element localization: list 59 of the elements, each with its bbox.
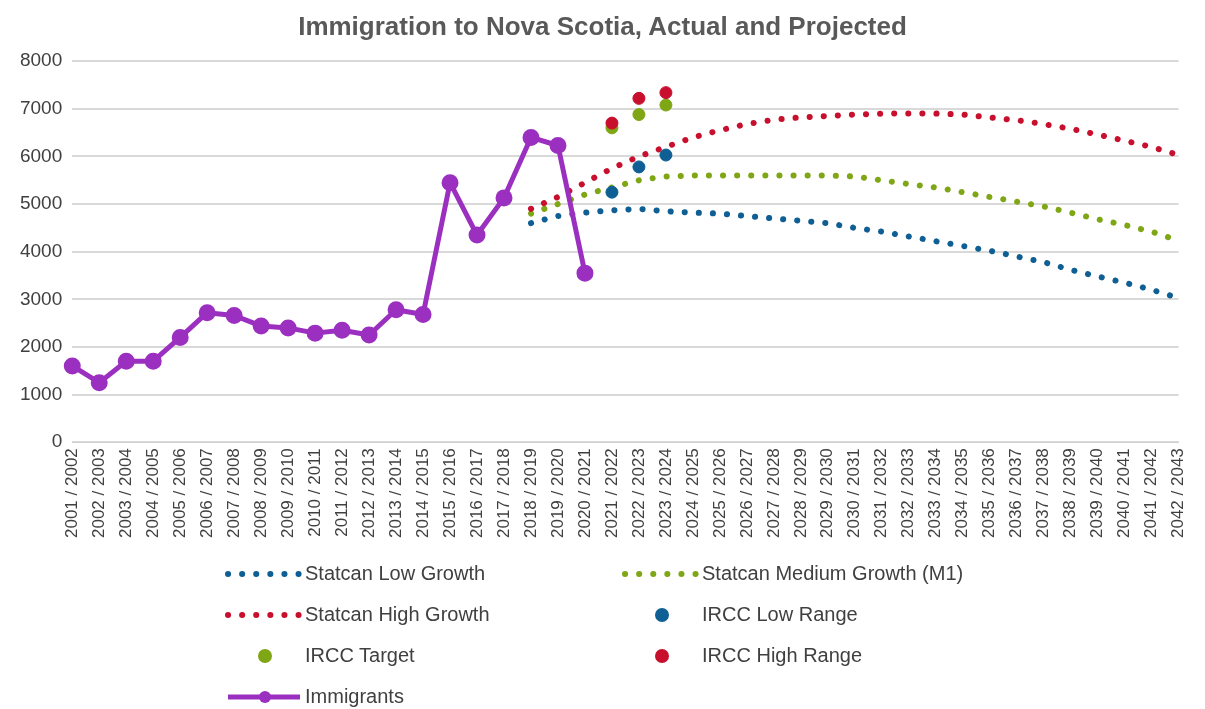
- legend-label: Statcan Medium Growth (M1): [702, 561, 964, 584]
- y-tick-label: 3000: [19, 287, 63, 309]
- y-tick-label: 6000: [19, 144, 63, 166]
- x-tick-label: 2003 / 2004: [115, 448, 135, 539]
- x-tick-label: 2005 / 2006: [169, 448, 189, 539]
- x-tick-label: 2031 / 2032: [871, 448, 891, 539]
- x-tick-label: 2016 / 2017: [466, 448, 486, 539]
- y-tick-label: 2000: [19, 335, 63, 357]
- x-tick-label: 2011 / 2012: [331, 448, 351, 537]
- x-tick-label: 2025 / 2026: [709, 448, 729, 539]
- x-tick-label: 2024 / 2025: [682, 448, 702, 539]
- x-tick-label: 2004 / 2005: [142, 448, 162, 539]
- x-tick-label: 2008 / 2009: [250, 448, 270, 539]
- x-tick-label: 2019 / 2020: [547, 448, 567, 539]
- y-tick-label: 1000: [19, 382, 63, 404]
- x-tick-label: 2033 / 2034: [925, 448, 945, 539]
- x-tick-label: 2022 / 2023: [628, 448, 648, 539]
- y-tick-label: 7000: [19, 97, 63, 119]
- x-tick-label: 2018 / 2019: [520, 448, 540, 539]
- x-tick-label: 2010 / 2011: [304, 448, 324, 537]
- x-tick-label: 2001 / 2002: [61, 448, 81, 539]
- x-tick-label: 2035 / 2036: [979, 448, 999, 539]
- x-tick-label: 2014 / 2015: [412, 448, 432, 539]
- y-tick-label: 8000: [19, 49, 63, 71]
- x-tick-label: 2039 / 2040: [1087, 448, 1107, 539]
- x-tick-label: 2013 / 2014: [385, 448, 405, 539]
- x-tick-label: 2042 / 2043: [1168, 448, 1188, 539]
- x-tick-label: 2020 / 2021: [574, 448, 594, 539]
- x-tick-label: 2007 / 2008: [223, 448, 243, 539]
- x-tick-label: 2037 / 2038: [1033, 448, 1053, 539]
- x-tick-label: 2041 / 2042: [1141, 448, 1161, 539]
- x-tick-label: 2009 / 2010: [277, 448, 297, 539]
- legend-label: Immigrants: [305, 684, 404, 707]
- chart-title: Immigration to Nova Scotia, Actual and Projected: [298, 10, 907, 41]
- x-tick-label: 2026 / 2027: [736, 448, 756, 539]
- x-tick-label: 2032 / 2033: [898, 448, 918, 539]
- y-tick-label: 4000: [19, 239, 63, 261]
- x-tick-label: 2006 / 2007: [196, 448, 216, 539]
- y-tick-label: 0: [51, 430, 63, 452]
- x-tick-label: 2030 / 2031: [844, 448, 864, 539]
- x-tick-label: 2012 / 2013: [358, 448, 378, 539]
- legend-label: IRCC High Range: [702, 643, 863, 666]
- x-tick-label: 2017 / 2018: [493, 448, 513, 539]
- x-tick-label: 2040 / 2041: [1114, 448, 1134, 539]
- x-tick-label: 2029 / 2030: [817, 448, 837, 539]
- x-tick-label: 2021 / 2022: [601, 448, 621, 539]
- x-tick-label: 2023 / 2024: [655, 448, 675, 539]
- legend-label: IRCC Target: [305, 643, 416, 666]
- legend-label: Statcan Low Growth: [305, 561, 486, 584]
- x-tick-label: 2015 / 2016: [439, 448, 459, 539]
- x-tick-label: 2028 / 2029: [790, 448, 810, 539]
- y-tick-label: 5000: [19, 192, 63, 214]
- legend-label: IRCC Low Range: [702, 602, 858, 625]
- x-tick-label: 2027 / 2028: [763, 448, 783, 539]
- x-tick-label: 2034 / 2035: [952, 448, 972, 539]
- x-tick-label: 2002 / 2003: [88, 448, 108, 539]
- legend-label: Statcan High Growth: [305, 602, 490, 625]
- x-tick-label: 2038 / 2039: [1060, 448, 1080, 539]
- x-tick-label: 2036 / 2037: [1006, 448, 1026, 539]
